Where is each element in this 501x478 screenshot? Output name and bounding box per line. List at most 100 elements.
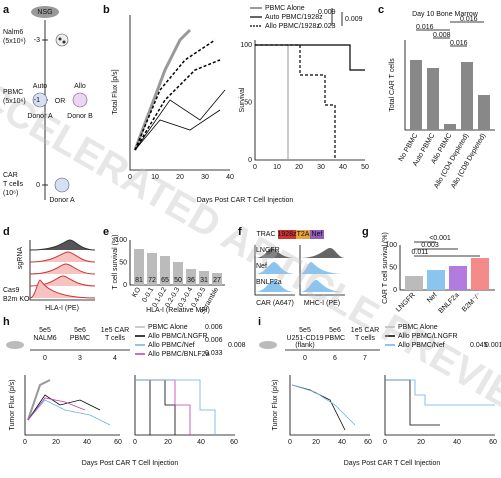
tick: 10	[273, 164, 281, 171]
label: Days Post CAR T Cell Injection	[197, 197, 294, 204]
tick: 20	[417, 439, 425, 446]
day: 7	[363, 355, 367, 362]
tick: 40	[83, 439, 91, 446]
day: 0	[303, 355, 307, 362]
label: 5e6	[74, 327, 86, 334]
label: LNGFR	[395, 292, 417, 314]
label: PBMC	[70, 335, 90, 342]
tick: 50	[361, 164, 369, 171]
label: TRAC	[256, 231, 275, 238]
tick: 0	[383, 439, 387, 446]
tick: 10	[151, 174, 159, 181]
tick: 40	[453, 439, 461, 446]
label: sgRNA	[17, 247, 24, 270]
legend: Allo PBMC/LNGFR	[398, 333, 458, 340]
label: Days Post CAR T Cell Injection	[82, 460, 179, 467]
plot-g	[399, 241, 495, 291]
label: BNLF2a	[438, 292, 461, 315]
label: Nef	[426, 292, 439, 305]
label: Total Flux [p/s]	[112, 69, 119, 114]
label: Cas9	[3, 287, 19, 294]
tick: 100	[240, 42, 252, 49]
label: Donor A	[27, 113, 53, 120]
legend: PBMC Alone	[148, 324, 188, 331]
label: PBMC	[325, 335, 345, 342]
tick: 40	[197, 439, 205, 446]
tick: 20	[52, 439, 60, 446]
legend: Allo PBMC/LNGFR	[148, 333, 208, 340]
label: (5x10⁶)	[3, 38, 26, 45]
day: 3	[78, 355, 82, 362]
tick: 0	[288, 439, 292, 446]
day: 6	[333, 355, 337, 362]
value-label: 81	[135, 277, 143, 284]
legend: PBMC Alone	[265, 5, 305, 12]
tick: 0	[393, 287, 397, 294]
label: 0.011	[412, 249, 429, 256]
tick: 20	[295, 164, 303, 171]
day: 0	[43, 355, 47, 362]
label: 0.023	[318, 23, 336, 30]
tick: 60	[230, 439, 238, 446]
value-label: 36	[187, 277, 195, 284]
plot-b	[129, 7, 365, 171]
tick: 0	[248, 157, 252, 164]
label: 0.016	[460, 16, 478, 23]
label: 0.008	[228, 342, 246, 349]
label: CAR T cell survival (%)	[382, 232, 389, 304]
tick: 50	[389, 264, 397, 271]
tick: 100	[115, 237, 127, 244]
plot-e	[129, 240, 225, 286]
tick: 0	[128, 174, 132, 181]
label: 5e6	[329, 327, 341, 334]
label: 1e5 CAR	[351, 327, 379, 334]
label: LNGFR	[256, 247, 280, 254]
label: 0.016	[450, 40, 468, 47]
tick: 60	[364, 439, 372, 446]
label: (5x10⁶)	[3, 98, 26, 105]
legend: Allo PBMC/1928z	[265, 23, 320, 30]
label: Tumor Flux (p/s)	[272, 379, 279, 430]
label: HLA-I (PE)	[45, 305, 79, 312]
tick: 20	[164, 439, 172, 446]
label: T cells	[105, 335, 126, 342]
panel-label: e	[103, 226, 109, 238]
tick: 30	[201, 174, 209, 181]
label: T2A	[297, 231, 310, 238]
tick: 0	[133, 439, 137, 446]
label: KO	[131, 286, 142, 299]
value-label: 72	[148, 277, 156, 284]
label: 0.006	[205, 337, 223, 344]
day: 0	[36, 182, 40, 189]
label: 0.009	[345, 16, 363, 23]
label: B2M⁻/⁻	[461, 292, 483, 314]
label: 5e5	[299, 327, 311, 334]
label: (flank)	[295, 342, 314, 349]
tick: 30	[317, 164, 325, 171]
legend: Auto PBMC/1928z	[265, 14, 323, 21]
label: 0.008	[433, 32, 451, 39]
plot-h	[6, 326, 235, 436]
tick: 40	[226, 174, 234, 181]
label: T cells	[3, 181, 24, 188]
label: CAR (A647)	[256, 300, 294, 307]
label: 1e5 CAR	[101, 327, 129, 334]
panel-label: i	[258, 316, 261, 328]
tick: 20	[312, 439, 320, 446]
value-label: 31	[200, 277, 208, 284]
value-label: 50	[174, 277, 182, 284]
label: 0.001	[485, 342, 501, 349]
label: Survival	[239, 87, 246, 112]
legend: PBMC Alone	[398, 324, 438, 331]
label: Nalm6	[3, 29, 23, 36]
label: 1928z	[277, 231, 297, 238]
label: 5e5	[39, 327, 51, 334]
label: 0.006	[205, 324, 223, 331]
tick: 100	[385, 242, 397, 249]
label: Donor B	[67, 113, 93, 120]
label: OR	[55, 98, 66, 105]
label: NSG	[37, 9, 52, 16]
panel-label: d	[3, 226, 10, 238]
label: T cell survival (%)	[112, 234, 119, 289]
